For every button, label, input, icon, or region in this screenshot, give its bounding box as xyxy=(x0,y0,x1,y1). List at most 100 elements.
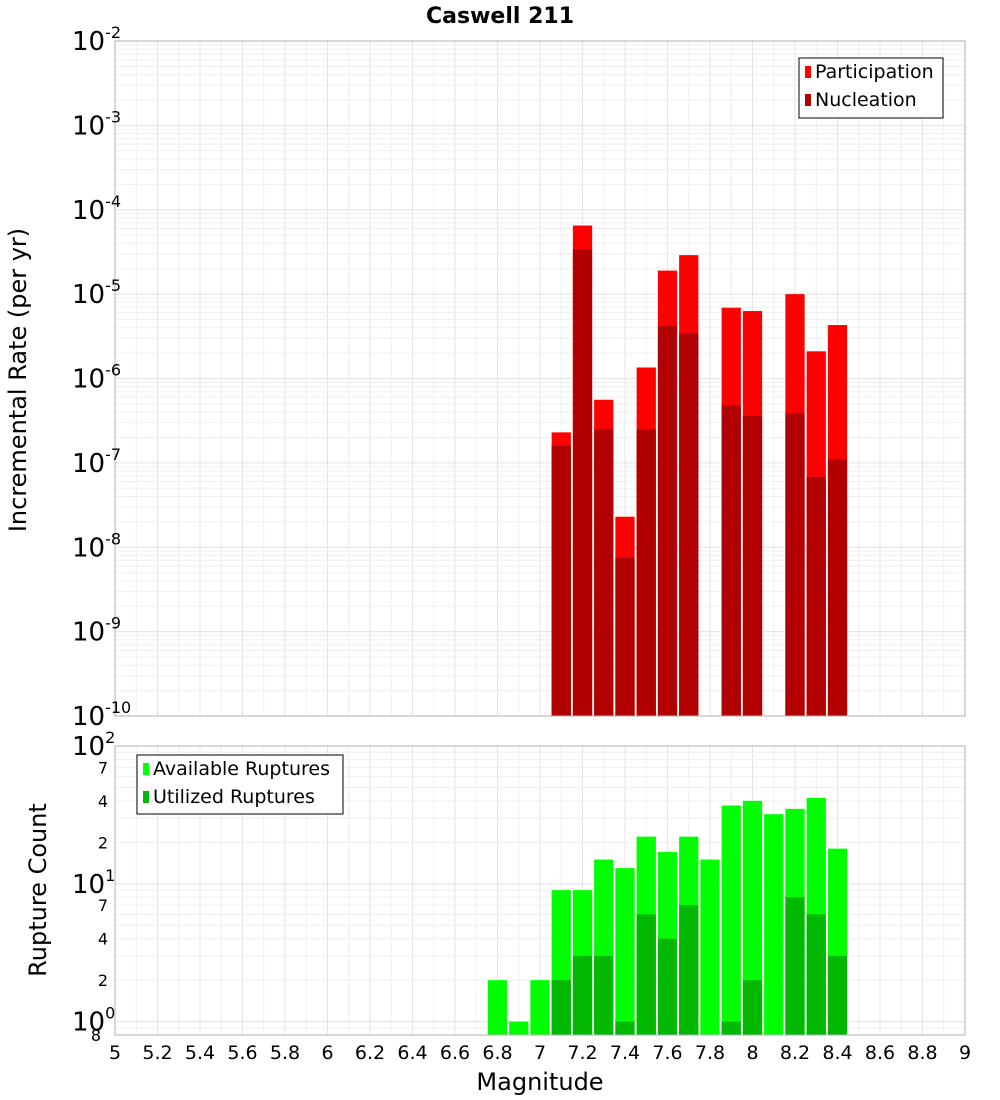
top-y-tick-mantissa: 10 xyxy=(72,449,105,479)
bottom-y-tick-mantissa: 10 xyxy=(72,1008,105,1038)
top-y-tick-label: 10-7 xyxy=(72,445,121,479)
top-y-tick-label: 10-9 xyxy=(72,614,121,648)
bottom-y-minor-tick-label: 7 xyxy=(98,758,108,777)
bottom-bar-utilized-ruptures xyxy=(679,905,699,1035)
x-tick-label: 5.2 xyxy=(142,1042,172,1064)
bottom-bar-utilized-ruptures xyxy=(572,955,593,1035)
bottom-bar-available-ruptures xyxy=(721,805,741,1035)
x-axis-label: Magnitude xyxy=(476,1068,603,1096)
top-y-tick-mantissa: 10 xyxy=(72,702,105,732)
top-y-tick-exponent: -4 xyxy=(105,192,121,211)
top-y-tick-mantissa: 10 xyxy=(72,280,105,310)
top-y-tick-mantissa: 10 xyxy=(72,196,105,226)
top-y-tick-exponent: -5 xyxy=(105,276,121,295)
bottom-bar-utilized-ruptures xyxy=(594,955,614,1035)
chart-title: Caswell 211 xyxy=(426,4,574,29)
x-tick-label: 5.6 xyxy=(227,1042,257,1064)
bottom-bar-available-ruptures xyxy=(487,980,508,1035)
top-y-tick-exponent: -7 xyxy=(105,445,121,464)
top-bar-nucleation xyxy=(615,557,635,716)
x-tick-label: 6.8 xyxy=(482,1042,512,1064)
bottom-y-minor-tick-label: 4 xyxy=(98,792,108,811)
bottom-bar-available-ruptures xyxy=(530,980,550,1035)
x-tick-label: 5.4 xyxy=(185,1042,215,1064)
top-bar-nucleation xyxy=(572,249,593,716)
x-tick-label: 8.8 xyxy=(907,1042,937,1064)
top-y-tick-exponent: -10 xyxy=(105,698,131,717)
bottom-plot-bars xyxy=(487,797,848,1035)
bottom-legend: Available Ruptures Utilized Ruptures xyxy=(136,754,344,815)
bottom-y-tick-label: 100 xyxy=(72,1004,115,1038)
bottom-bar-utilized-ruptures xyxy=(615,1021,635,1035)
bottom-bar-utilized-ruptures xyxy=(827,955,848,1035)
x-tick-label: 6 xyxy=(321,1042,333,1064)
top-bar-nucleation xyxy=(657,325,678,716)
top-bar-nucleation xyxy=(721,405,741,716)
bottom-y-minor-tick-label: 2 xyxy=(98,971,108,990)
top-y-axis-label: Incremental Rate (per yr) xyxy=(4,228,32,532)
top-y-tick-label: 10-5 xyxy=(72,276,121,310)
top-bar-nucleation xyxy=(806,477,826,716)
legend-swatch xyxy=(143,763,149,775)
bottom-bar-available-ruptures xyxy=(700,859,720,1035)
bottom-bar-utilized-ruptures xyxy=(742,980,763,1035)
bottom-bar-available-ruptures xyxy=(764,814,784,1035)
x-tick-label: 6.2 xyxy=(355,1042,385,1064)
bottom-bar-utilized-ruptures xyxy=(551,980,571,1035)
x-tick-label: 8.4 xyxy=(822,1042,852,1064)
bottom-bar-utilized-ruptures xyxy=(636,914,656,1035)
bottom-y-minor-tick-label: 7 xyxy=(98,896,108,915)
top-plot-bars xyxy=(551,225,848,716)
x-tick-label: 7.4 xyxy=(610,1042,640,1064)
top-y-tick-exponent: -3 xyxy=(105,107,121,126)
x-tick-label: 5 xyxy=(109,1042,121,1064)
x-tick-label: 7.2 xyxy=(567,1042,597,1064)
bottom-y-axis-label: Rupture Count xyxy=(24,803,52,977)
legend-box xyxy=(136,754,344,815)
bottom-y-tick-label: 101 xyxy=(72,866,115,900)
top-y-tick-exponent: -9 xyxy=(105,614,121,633)
top-bar-nucleation xyxy=(636,429,656,716)
x-tick-label: 7.6 xyxy=(652,1042,682,1064)
bottom-y-tick-exponent: 2 xyxy=(105,728,115,747)
top-y-tick-mantissa: 10 xyxy=(72,111,105,141)
top-legend: Participation Nucleation xyxy=(798,57,944,119)
top-y-tick-exponent: -8 xyxy=(105,529,121,548)
top-y-tick-label: 10-3 xyxy=(72,107,121,141)
legend-entry-label: Available Ruptures xyxy=(153,758,330,780)
legend-swatch xyxy=(143,791,149,803)
bottom-bar-available-ruptures xyxy=(509,1021,529,1035)
x-tick-label: 5.8 xyxy=(270,1042,300,1064)
x-tick-label: 6.4 xyxy=(397,1042,427,1064)
top-y-tick-label: 10-4 xyxy=(72,192,121,226)
bottom-bar-utilized-ruptures xyxy=(657,938,678,1035)
x-tick-label: 7.8 xyxy=(695,1042,725,1064)
top-y-tick-label: 10-10 xyxy=(72,698,131,732)
bottom-bar-available-ruptures xyxy=(742,800,763,1035)
legend-entry-label: Utilized Ruptures xyxy=(153,786,315,808)
bottom-y-tick-mantissa: 10 xyxy=(72,870,105,900)
top-bar-nucleation xyxy=(679,333,699,716)
top-y-tick-exponent: -6 xyxy=(105,361,121,380)
bottom-bar-utilized-ruptures xyxy=(721,1021,741,1035)
bottom-bar-available-ruptures xyxy=(615,868,635,1035)
bottom-y-minor-tick-label: 2 xyxy=(98,833,108,852)
x-tick-label: 8.2 xyxy=(780,1042,810,1064)
bottom-bar-utilized-ruptures xyxy=(785,897,805,1035)
top-bar-nucleation xyxy=(827,459,848,716)
top-y-tick-mantissa: 10 xyxy=(72,618,105,648)
x-tick-label: 8 xyxy=(746,1042,758,1064)
x-tick-label: 7 xyxy=(534,1042,546,1064)
x-axis-ticks: 5 5.2 5.4 5.6 5.8 6 6.2 6.4 6.6 6.8 7 7.2 7.4 7.6 7.8 8… xyxy=(109,1042,971,1064)
top-y-tick-mantissa: 10 xyxy=(72,27,105,57)
bottom-y-tick-exponent: 1 xyxy=(105,866,115,885)
top-bar-nucleation xyxy=(785,413,805,716)
top-y-tick-label: 10-2 xyxy=(72,23,121,57)
x-tick-label: 6.6 xyxy=(440,1042,470,1064)
legend-swatch xyxy=(805,94,811,106)
